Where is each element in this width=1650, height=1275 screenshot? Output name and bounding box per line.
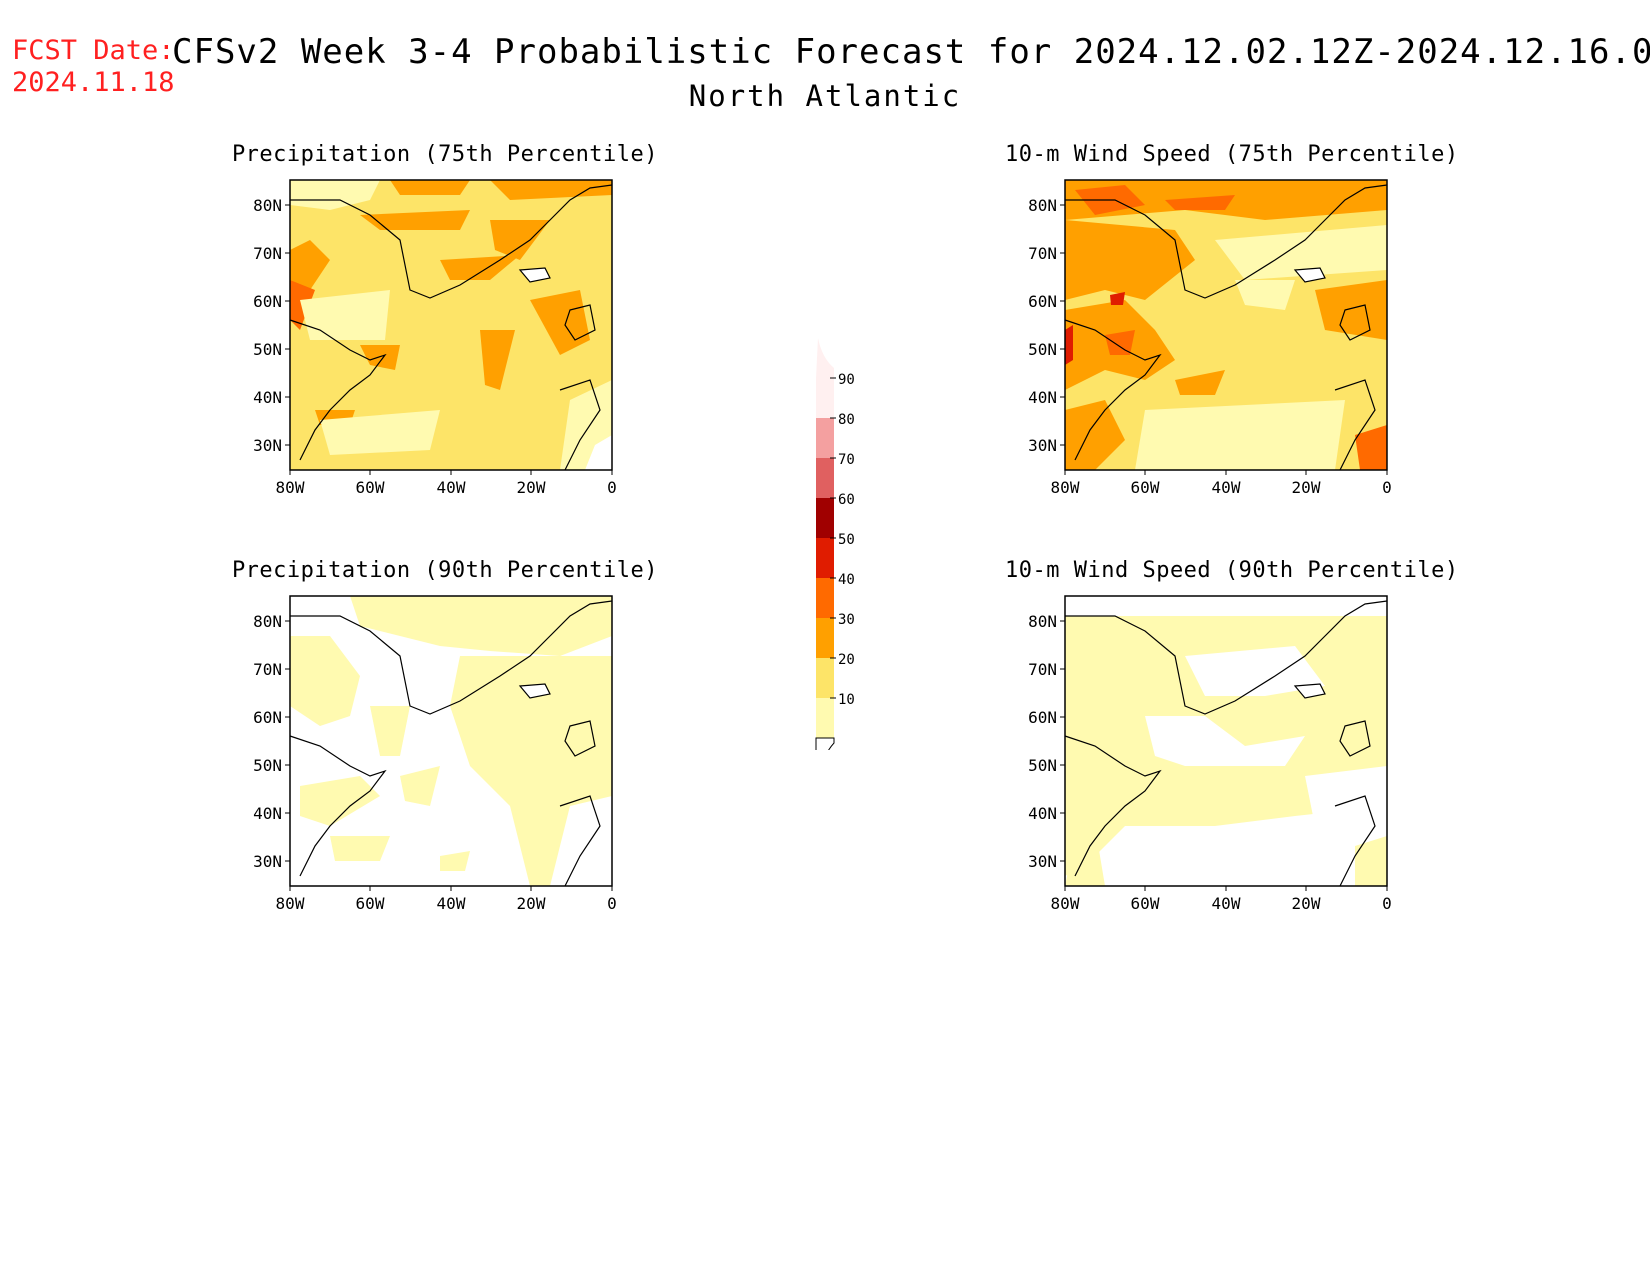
lon-label: 80W — [276, 478, 305, 497]
panel-title: Precipitation (75th Percentile) — [231, 142, 659, 167]
lon-label: 60W — [356, 478, 385, 497]
lat-label: 70N — [1028, 244, 1057, 263]
lat-label: 30N — [1028, 436, 1057, 455]
lon-label: 20W — [1292, 478, 1321, 497]
colorbar-top-cap — [816, 338, 834, 378]
map-precip-90: 80N 70N 60N 50N 40N 30N 80W 60W 40W 20W … — [253, 595, 617, 913]
fcst-date-value: 2024.11.18 — [12, 67, 175, 98]
lat-label: 40N — [1028, 388, 1057, 407]
map-wind-75: 80N 70N 60N 50N 40N 30N 80W 60W 40W 20W … — [1028, 179, 1392, 497]
lat-label: 60N — [253, 708, 282, 727]
colorbar-label: 80 — [838, 412, 855, 428]
lat-label: 50N — [253, 756, 282, 775]
lat-label: 80N — [1028, 196, 1057, 215]
lon-label: 80W — [1051, 478, 1080, 497]
map-wind-90: 80N 70N 60N 50N 40N 30N 80W 60W 40W 20W … — [1028, 595, 1392, 913]
map-precip-75: 80N 70N 60N 50N 40N 30N 80W 60W 40W 20W … — [253, 179, 617, 497]
lon-label: 40W — [437, 478, 466, 497]
lon-label: 20W — [517, 894, 546, 913]
lat-label: 40N — [1028, 804, 1057, 823]
lat-label: 30N — [253, 852, 282, 871]
lat-label: 80N — [1028, 612, 1057, 631]
colorbar-label: 60 — [838, 492, 855, 508]
lat-label: 80N — [253, 196, 282, 215]
colorbar-label: 50 — [838, 532, 855, 548]
main-title: CFSv2 Week 3-4 Probabilistic Forecast fo… — [172, 32, 1650, 72]
lat-label: 40N — [253, 804, 282, 823]
lon-label: 60W — [356, 894, 385, 913]
panel-precip-90: Precipitation (90th Percentile) 80N 70N … — [230, 558, 658, 928]
colorbar-label: 70 — [838, 452, 855, 468]
panel-title: Precipitation (90th Percentile) — [231, 558, 659, 583]
colorbar-swatch — [816, 458, 834, 498]
lat-label: 70N — [1028, 660, 1057, 679]
lon-label: 80W — [276, 894, 305, 913]
colorbar-bottom-cap — [815, 737, 835, 779]
colorbar-label: 40 — [838, 572, 855, 588]
lat-label: 50N — [253, 340, 282, 359]
region-title: North Atlantic — [688, 79, 962, 113]
panel-title: 10-m Wind Speed (75th Percentile) — [1005, 142, 1459, 167]
lat-label: 60N — [1028, 708, 1057, 727]
colorbar-swatch — [816, 658, 834, 698]
panel-precip-75: Precipitation (75th Percentile) — [230, 142, 658, 512]
colorbar-swatch — [816, 698, 834, 738]
colorbar-label: 90 — [838, 372, 855, 388]
lat-label: 50N — [1028, 756, 1057, 775]
colorbar-swatch — [816, 538, 834, 578]
colorbar-label: 30 — [838, 612, 855, 628]
lat-label: 80N — [253, 612, 282, 631]
lat-label: 30N — [253, 436, 282, 455]
lat-label: 70N — [253, 244, 282, 263]
lat-label: 30N — [1028, 852, 1057, 871]
lat-label: 40N — [253, 388, 282, 407]
colorbar-swatch — [816, 498, 834, 538]
lon-label: 60W — [1131, 894, 1160, 913]
panel-wind-90: 10-m Wind Speed (90th Percentile) 80N 70… — [1005, 558, 1458, 928]
lat-label: 70N — [253, 660, 282, 679]
panel-wind-75: 10-m Wind Speed (75th Percentile) — [1005, 142, 1458, 512]
lon-label: 0 — [607, 478, 617, 497]
colorbar-svg: 90 80 70 60 50 40 30 20 10 — [815, 338, 855, 779]
lon-label: 0 — [1382, 478, 1392, 497]
lon-label: 0 — [1382, 894, 1392, 913]
colorbar-swatch — [816, 618, 834, 658]
colorbar-label: 10 — [838, 692, 855, 708]
lon-label: 80W — [1051, 894, 1080, 913]
lon-label: 40W — [437, 894, 466, 913]
lat-label: 60N — [1028, 292, 1057, 311]
colorbar: 90 80 70 60 50 40 30 20 10 — [800, 330, 880, 779]
lon-label: 40W — [1212, 894, 1241, 913]
lon-label: 0 — [607, 894, 617, 913]
lon-label: 40W — [1212, 478, 1241, 497]
lat-label: 60N — [253, 292, 282, 311]
colorbar-label: 20 — [838, 652, 855, 668]
lon-label: 20W — [1292, 894, 1321, 913]
lon-label: 20W — [517, 478, 546, 497]
fcst-date-label: FCST Date: — [12, 35, 175, 66]
lon-label: 60W — [1131, 478, 1160, 497]
lat-label: 50N — [1028, 340, 1057, 359]
colorbar-swatch — [816, 578, 834, 618]
panel-title: 10-m Wind Speed (90th Percentile) — [1005, 558, 1459, 583]
colorbar-swatch — [816, 378, 834, 418]
colorbar-swatch — [816, 418, 834, 458]
